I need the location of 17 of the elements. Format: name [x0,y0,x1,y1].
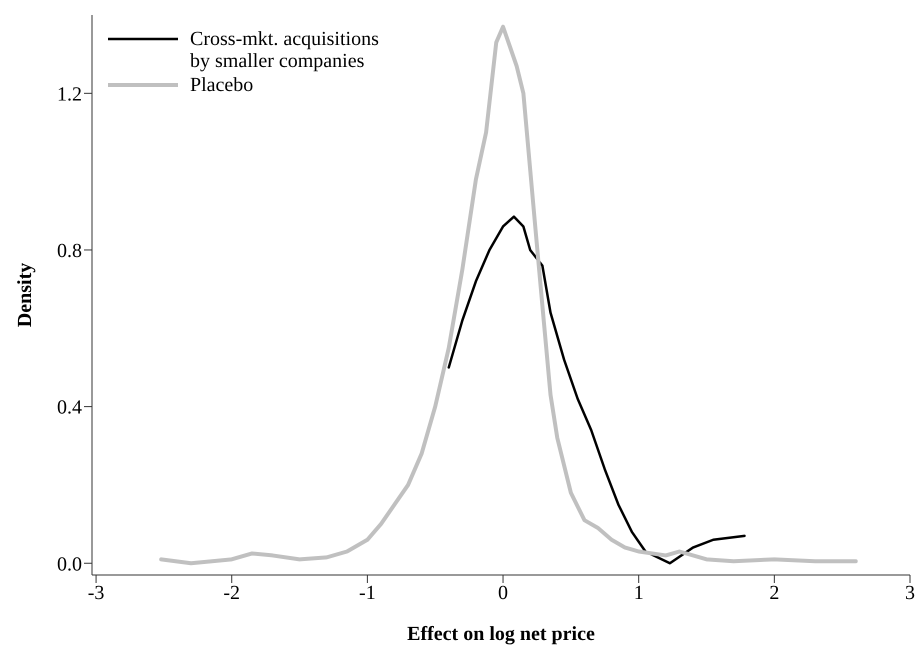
legend-label: Cross-mkt. acquisitions by smaller companies [190,28,380,72]
line-series [159,24,858,566]
x-tick-label: 1 [634,582,644,604]
x-tick-label: 0 [498,582,508,604]
line-series [448,215,746,564]
y-tick-label: 1.2 [57,83,82,106]
legend-label: Placebo [190,74,254,96]
y-axis-title: Density [14,262,36,328]
x-tick-label: -2 [223,582,240,604]
x-axis-title: Effect on log net price [407,623,595,645]
x-tick-label: -3 [88,582,104,604]
x-tick-label: -1 [359,582,376,604]
x-tick-label: 2 [769,582,780,604]
y-tick-label: 0.0 [57,553,82,576]
x-tick-label: 3 [905,582,915,604]
y-tick-label: 0.8 [57,240,82,262]
y-tick-label: 0.4 [57,396,82,419]
